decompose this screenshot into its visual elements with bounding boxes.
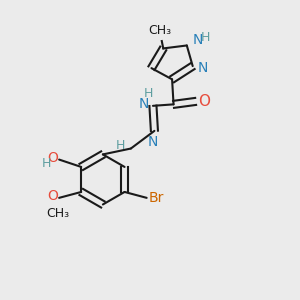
Text: Br: Br bbox=[149, 191, 164, 205]
Text: O: O bbox=[199, 94, 211, 109]
Text: CH₃: CH₃ bbox=[149, 24, 172, 37]
Text: CH₃: CH₃ bbox=[46, 207, 69, 220]
Text: N: N bbox=[139, 98, 149, 111]
Text: O: O bbox=[47, 189, 58, 203]
Text: H: H bbox=[200, 31, 210, 44]
Text: H: H bbox=[116, 139, 125, 152]
Text: N: N bbox=[148, 135, 158, 149]
Text: O: O bbox=[47, 151, 58, 165]
Text: H: H bbox=[41, 157, 51, 169]
Text: N: N bbox=[193, 33, 203, 47]
Text: H: H bbox=[144, 87, 154, 100]
Text: N: N bbox=[198, 61, 208, 75]
